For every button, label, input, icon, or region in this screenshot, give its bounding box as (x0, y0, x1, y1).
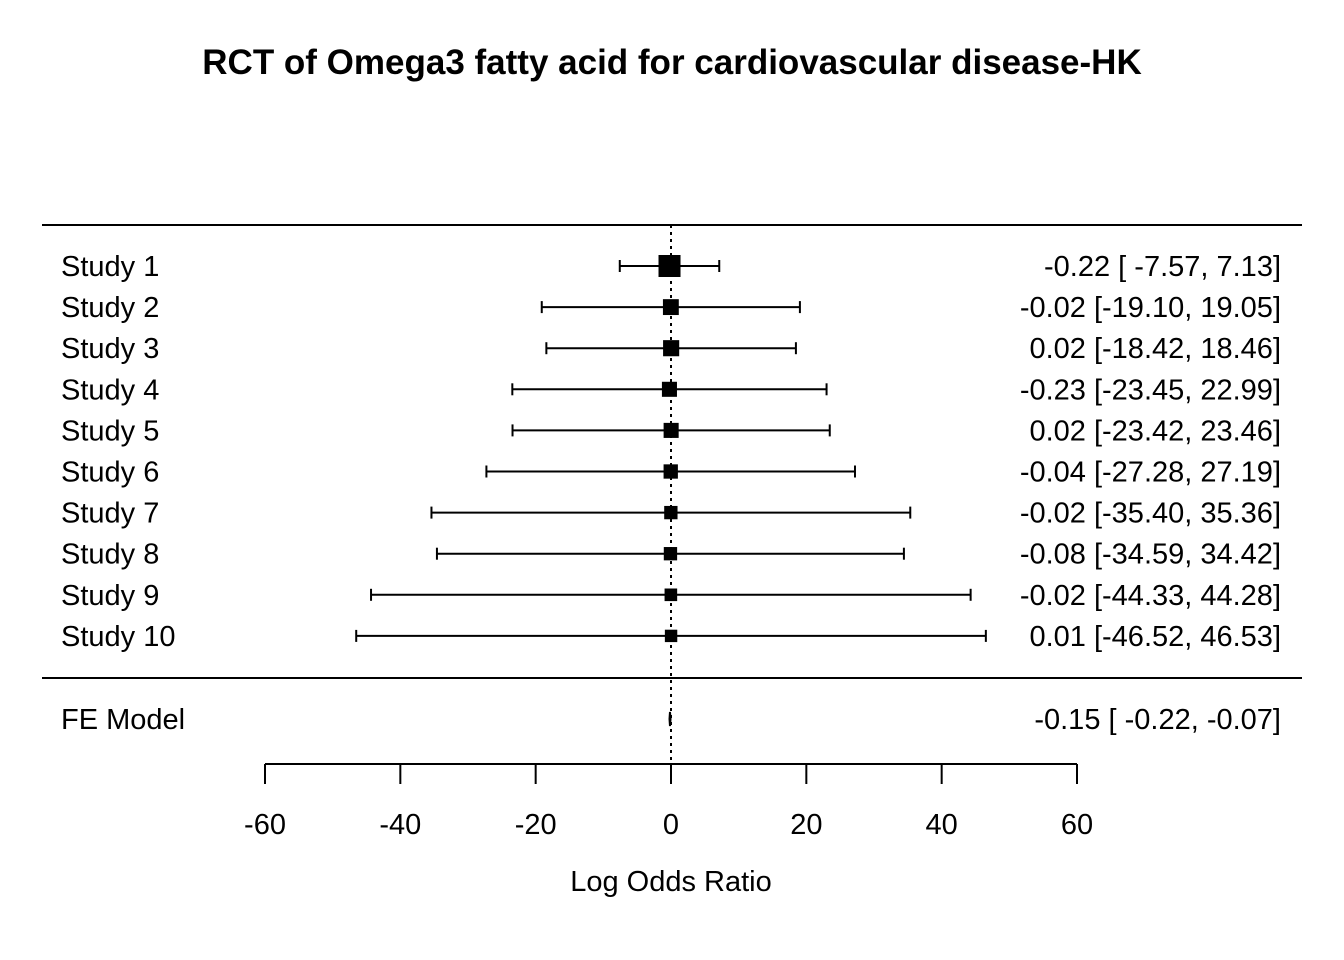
estimate-ci-text: -0.04 [-27.28, 27.19] (1020, 457, 1281, 489)
chart-title: RCT of Omega3 fatty acid for cardiovascu… (202, 43, 1141, 82)
estimate-ci-text: 0.01 [-46.52, 46.53] (1029, 621, 1281, 653)
study-row: Study 5 0.02 [-23.42, 23.46] (61, 415, 1281, 447)
estimate-marker (663, 547, 678, 561)
study-row: Study 6 -0.04 [-27.28, 27.19] (61, 457, 1281, 489)
x-tick-label: -40 (379, 809, 421, 841)
study-row: Study 8 -0.08 [-34.59, 34.42] (61, 539, 1281, 571)
summary-ci-text: -0.15 [ -0.22, -0.07] (1034, 704, 1281, 736)
estimate-ci-text: 0.02 [-23.42, 23.46] (1029, 415, 1281, 447)
estimate-marker (663, 422, 679, 438)
study-label: Study 4 (61, 374, 159, 406)
study-label: Study 10 (61, 621, 175, 653)
estimate-marker (658, 255, 681, 277)
estimate-marker (663, 464, 678, 479)
estimate-marker (664, 505, 678, 520)
study-label: Study 2 (61, 292, 159, 324)
x-axis-title: Log Odds Ratio (570, 866, 772, 898)
estimate-ci-text: -0.02 [-19.10, 19.05] (1020, 292, 1281, 324)
estimate-marker (664, 629, 678, 643)
study-rows: Study 1 -0.22 [ -7.57, 7.13] Study 2 -0.02 … (61, 251, 1281, 653)
study-label: Study 1 (61, 251, 159, 283)
estimate-ci-text: -0.23 [-23.45, 22.99] (1020, 374, 1281, 406)
x-tick-label: -60 (244, 809, 286, 841)
x-tick-label: 0 (663, 809, 679, 841)
summary-row: FE Model -0.15 [ -0.22, -0.07] (61, 704, 1281, 736)
x-tick-label: -20 (515, 809, 557, 841)
study-label: Study 6 (61, 457, 159, 489)
x-tick-label: 20 (790, 809, 822, 841)
study-row: Study 7 -0.02 [-35.40, 35.36] (61, 498, 1281, 530)
study-label: Study 5 (61, 415, 159, 447)
study-label: Study 9 (61, 580, 159, 612)
summary-label: FE Model (61, 704, 185, 736)
estimate-marker (663, 340, 680, 357)
estimate-ci-text: 0.02 [-18.42, 18.46] (1029, 333, 1281, 365)
estimate-marker (664, 588, 678, 602)
study-row: Study 4 -0.23 [-23.45, 22.99] (61, 374, 1281, 406)
study-label: Study 8 (61, 539, 159, 571)
study-label: Study 3 (61, 333, 159, 365)
estimate-ci-text: -0.22 [ -7.57, 7.13] (1044, 251, 1281, 283)
study-row: Study 1 -0.22 [ -7.57, 7.13] (61, 251, 1281, 283)
estimate-ci-text: -0.02 [-35.40, 35.36] (1020, 498, 1281, 530)
study-row: Study 3 0.02 [-18.42, 18.46] (61, 333, 1281, 365)
estimate-ci-text: -0.08 [-34.59, 34.42] (1020, 539, 1281, 571)
study-row: Study 10 0.01 [-46.52, 46.53] (61, 621, 1281, 653)
estimate-ci-text: -0.02 [-44.33, 44.28] (1020, 580, 1281, 612)
study-row: Study 2 -0.02 [-19.10, 19.05] (61, 292, 1281, 324)
x-axis: -60 -40 -20 0 20 40 60 (244, 763, 1093, 841)
estimate-marker (662, 299, 679, 316)
study-label: Study 7 (61, 498, 159, 530)
x-tick-label: 60 (1061, 809, 1093, 841)
study-row: Study 9 -0.02 [-44.33, 44.28] (61, 580, 1281, 612)
x-tick-label: 40 (926, 809, 958, 841)
summary-diamond (668, 711, 672, 727)
estimate-marker (661, 381, 677, 397)
